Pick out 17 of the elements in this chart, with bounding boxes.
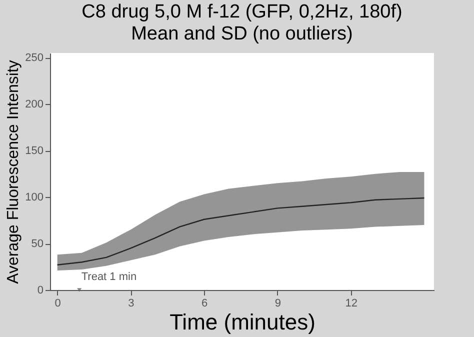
x-tick-label: 12 <box>345 298 358 310</box>
y-tick-label: 50 <box>31 238 44 250</box>
y-tick-label: 150 <box>25 145 44 158</box>
chart-subtitle: Mean and SD (no outliers) <box>131 24 353 45</box>
annotation: Treat 1 min <box>81 271 137 283</box>
y-axis-title: Average Fluorescence Intensity <box>5 60 22 284</box>
x-tick-label: 9 <box>274 298 282 310</box>
x-axis-title: Time (minutes) <box>170 310 316 334</box>
x-tick-label: 6 <box>202 298 208 310</box>
y-tick-label: 100 <box>25 192 44 204</box>
chart-title: C8 drug 5,0 M f-12 (GFP, 0,2Hz, 180f) <box>82 2 402 23</box>
y-tick-label: 0 <box>37 284 44 296</box>
x-tick-label: 3 <box>128 298 134 310</box>
x-tick-label: 0 <box>54 298 61 310</box>
y-tick-label: 250 <box>25 52 44 64</box>
line-series <box>56 197 425 266</box>
y-tick-label: 200 <box>25 98 44 111</box>
